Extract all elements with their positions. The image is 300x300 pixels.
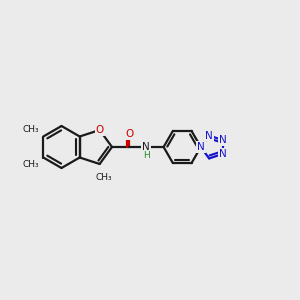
Text: N: N xyxy=(219,135,226,145)
Text: O: O xyxy=(95,125,104,135)
Text: O: O xyxy=(125,129,134,139)
Text: CH₃: CH₃ xyxy=(22,160,39,169)
Text: N: N xyxy=(142,142,150,152)
Text: CH₃: CH₃ xyxy=(22,125,39,134)
Text: H: H xyxy=(143,151,150,160)
Text: N: N xyxy=(197,142,205,152)
Text: CH₃: CH₃ xyxy=(96,173,112,182)
Text: N: N xyxy=(219,149,226,159)
Text: N: N xyxy=(205,130,213,141)
